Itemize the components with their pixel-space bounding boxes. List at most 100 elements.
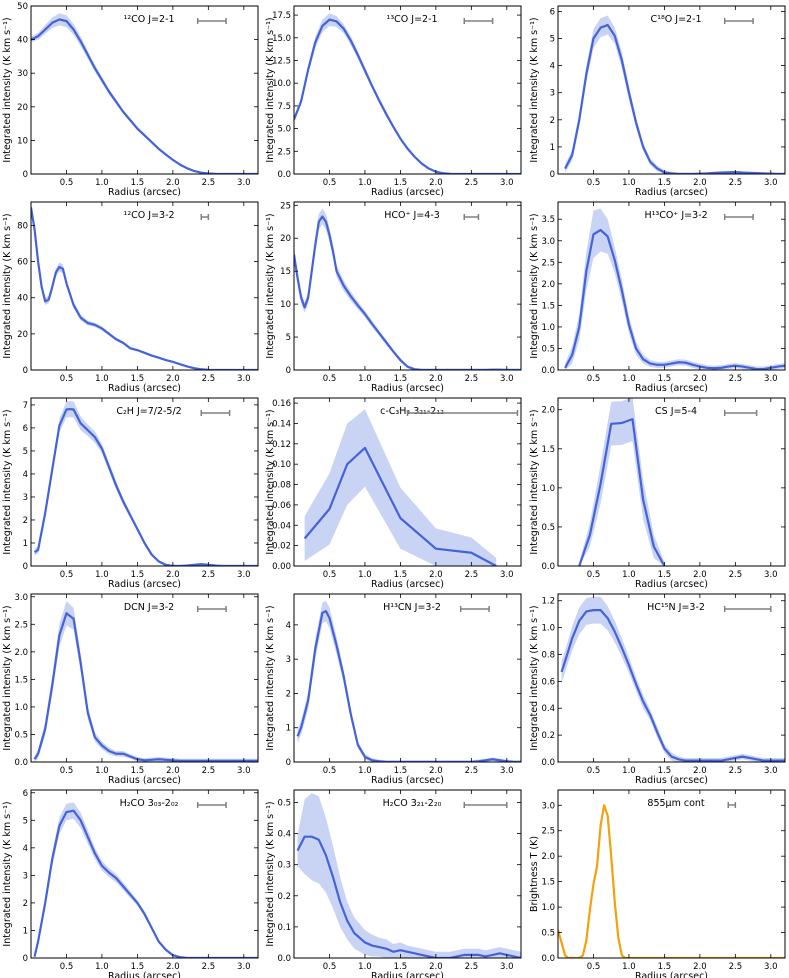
x-tick-label: 1.5 xyxy=(658,766,672,776)
axes-frame xyxy=(30,789,259,959)
axes-frame xyxy=(293,789,522,959)
x-tick-label: 1.5 xyxy=(394,374,408,384)
axes-frame xyxy=(557,397,786,567)
uncertainty-band xyxy=(34,802,258,958)
y-tick-label: 4 xyxy=(550,62,555,72)
x-tick-label: 0.5 xyxy=(60,178,74,188)
y-tick-label: 1 xyxy=(23,926,28,936)
y-tick-label: 2.0 xyxy=(541,852,555,862)
x-axis-label: Radius (arcsec) xyxy=(371,971,444,978)
x-tick-label: 3.0 xyxy=(237,962,251,972)
x-axis-label: Radius (arcsec) xyxy=(371,383,444,394)
x-tick-label: 1.5 xyxy=(131,962,145,972)
x-axis-label: Radius (arcsec) xyxy=(635,971,708,978)
x-tick-label: 1.0 xyxy=(622,374,636,384)
x-tick-label: 3.0 xyxy=(500,178,514,188)
axes-frame xyxy=(30,201,259,371)
panel-1: 0.5 1.0 1.5 2.0 2.5 3.0 0.0 2.5 5.0 7.5 10.0 12.5 15… xyxy=(265,5,522,198)
x-tick-label: 2.5 xyxy=(729,766,743,776)
y-tick-label: 0.4 xyxy=(277,830,291,840)
x-tick-label: 0.5 xyxy=(323,570,337,580)
y-tick-label: 20 xyxy=(280,234,291,244)
panel-6: 0.5 1.0 1.5 2.0 2.5 3.0 0 1 2 3 4 5 6 7 Radius (arcsec… xyxy=(2,397,259,590)
x-tick-label: 1.0 xyxy=(95,374,109,384)
y-tick-label: 12.5 xyxy=(272,56,291,66)
x-tick-label: 2.0 xyxy=(429,374,443,384)
intensity-line xyxy=(294,18,521,174)
y-tick-label: 0.8 xyxy=(541,650,555,660)
x-tick-label: 3.0 xyxy=(237,178,251,188)
x-tick-label: 2.5 xyxy=(465,374,479,384)
uncertainty-band xyxy=(565,15,785,174)
y-tick-label: 0.5 xyxy=(541,929,555,939)
panel-title: c-C₃H₂ 3₂₁-2₁₂ xyxy=(380,406,444,417)
x-tick-label: 3.0 xyxy=(764,962,778,972)
panel-title: H₂CO 3₀₃-2₀₂ xyxy=(120,798,179,809)
y-tick-label: 2.5 xyxy=(277,147,291,157)
x-tick-label: 1.5 xyxy=(658,570,672,580)
plot-area xyxy=(578,398,666,566)
x-tick-label: 2.0 xyxy=(166,962,180,972)
x-axis-label: Radius (arcsec) xyxy=(635,579,708,590)
y-tick-label: 5.0 xyxy=(277,125,291,135)
x-tick-label: 2.5 xyxy=(202,178,216,188)
y-tick-label: 3 xyxy=(286,655,291,665)
panel-4: 0.5 1.0 1.5 2.0 2.5 3.0 0 5 10 15 20 25 Radius (arcs… xyxy=(265,201,522,394)
intensity-line xyxy=(33,407,258,566)
y-tick-label: 0.0 xyxy=(14,758,28,768)
y-axis-label: Integrated intensity (K km s⁻¹) xyxy=(529,213,540,358)
axes-frame xyxy=(557,593,786,763)
y-tick-label: 1.0 xyxy=(541,903,555,913)
x-tick-label: 0.5 xyxy=(323,962,337,972)
x-axis-label: Radius (arcsec) xyxy=(635,383,708,394)
y-tick-label: 2 xyxy=(550,116,555,126)
panel-title: CS J=5-4 xyxy=(655,406,697,417)
x-tick-label: 3.0 xyxy=(500,962,514,972)
axes-frame xyxy=(557,5,786,175)
y-tick-label: 1.0 xyxy=(14,703,28,713)
axes-frame xyxy=(30,397,259,567)
uncertainty-band xyxy=(31,13,258,174)
y-tick-label: 80 xyxy=(17,221,28,231)
y-tick-label: 1.5 xyxy=(541,445,555,455)
y-tick-label: 0.02 xyxy=(272,542,291,552)
panel-title: C₂H J=7/2-5/2 xyxy=(116,406,181,417)
panel-title: DCN J=3-2 xyxy=(124,602,174,613)
x-tick-label: 2.5 xyxy=(202,374,216,384)
y-tick-label: 17.5 xyxy=(272,11,291,21)
x-axis-label: Radius (arcsec) xyxy=(371,187,444,198)
y-axis-label: Brightness T (K) xyxy=(529,836,540,912)
x-tick-label: 0.5 xyxy=(587,766,601,776)
y-tick-label: 0.16 xyxy=(272,399,291,409)
x-tick-label: 1.0 xyxy=(622,178,636,188)
x-tick-label: 2.0 xyxy=(166,570,180,580)
x-tick-label: 3.0 xyxy=(500,374,514,384)
x-tick-label: 3.0 xyxy=(764,374,778,384)
y-tick-label: 3.0 xyxy=(541,801,555,811)
x-tick-label: 1.0 xyxy=(95,962,109,972)
intensity-line xyxy=(296,835,521,958)
x-axis-label: Radius (arcsec) xyxy=(108,383,181,394)
y-tick-label: 0.5 xyxy=(277,798,291,808)
x-tick-label: 2.0 xyxy=(429,570,443,580)
y-tick-label: 1 xyxy=(286,724,291,734)
panel-title: 855μm cont xyxy=(647,798,705,809)
x-tick-label: 2.0 xyxy=(166,766,180,776)
x-tick-label: 2.5 xyxy=(465,766,479,776)
y-tick-label: 30 xyxy=(17,69,28,79)
y-tick-label: 0.4 xyxy=(541,704,555,714)
plot-area xyxy=(33,802,258,958)
y-tick-label: 7 xyxy=(23,401,28,411)
y-tick-label: 6 xyxy=(23,424,28,434)
x-tick-label: 3.0 xyxy=(500,766,514,776)
y-tick-label: 2 xyxy=(23,899,28,909)
y-axis-label: Integrated intensity (K km s⁻¹) xyxy=(529,409,540,554)
x-tick-label: 2.5 xyxy=(729,962,743,972)
panel-2: 0.5 1.0 1.5 2.0 2.5 3.0 0 1 2 3 4 5 6 Radius (arcsec)… xyxy=(529,5,786,198)
x-tick-label: 0.5 xyxy=(323,374,337,384)
y-tick-label: 0.5 xyxy=(541,344,555,354)
panel-title: HC¹⁵N J=3-2 xyxy=(647,602,705,613)
panel-title: H¹³CN J=3-2 xyxy=(383,602,441,613)
y-tick-label: 3 xyxy=(550,89,555,99)
